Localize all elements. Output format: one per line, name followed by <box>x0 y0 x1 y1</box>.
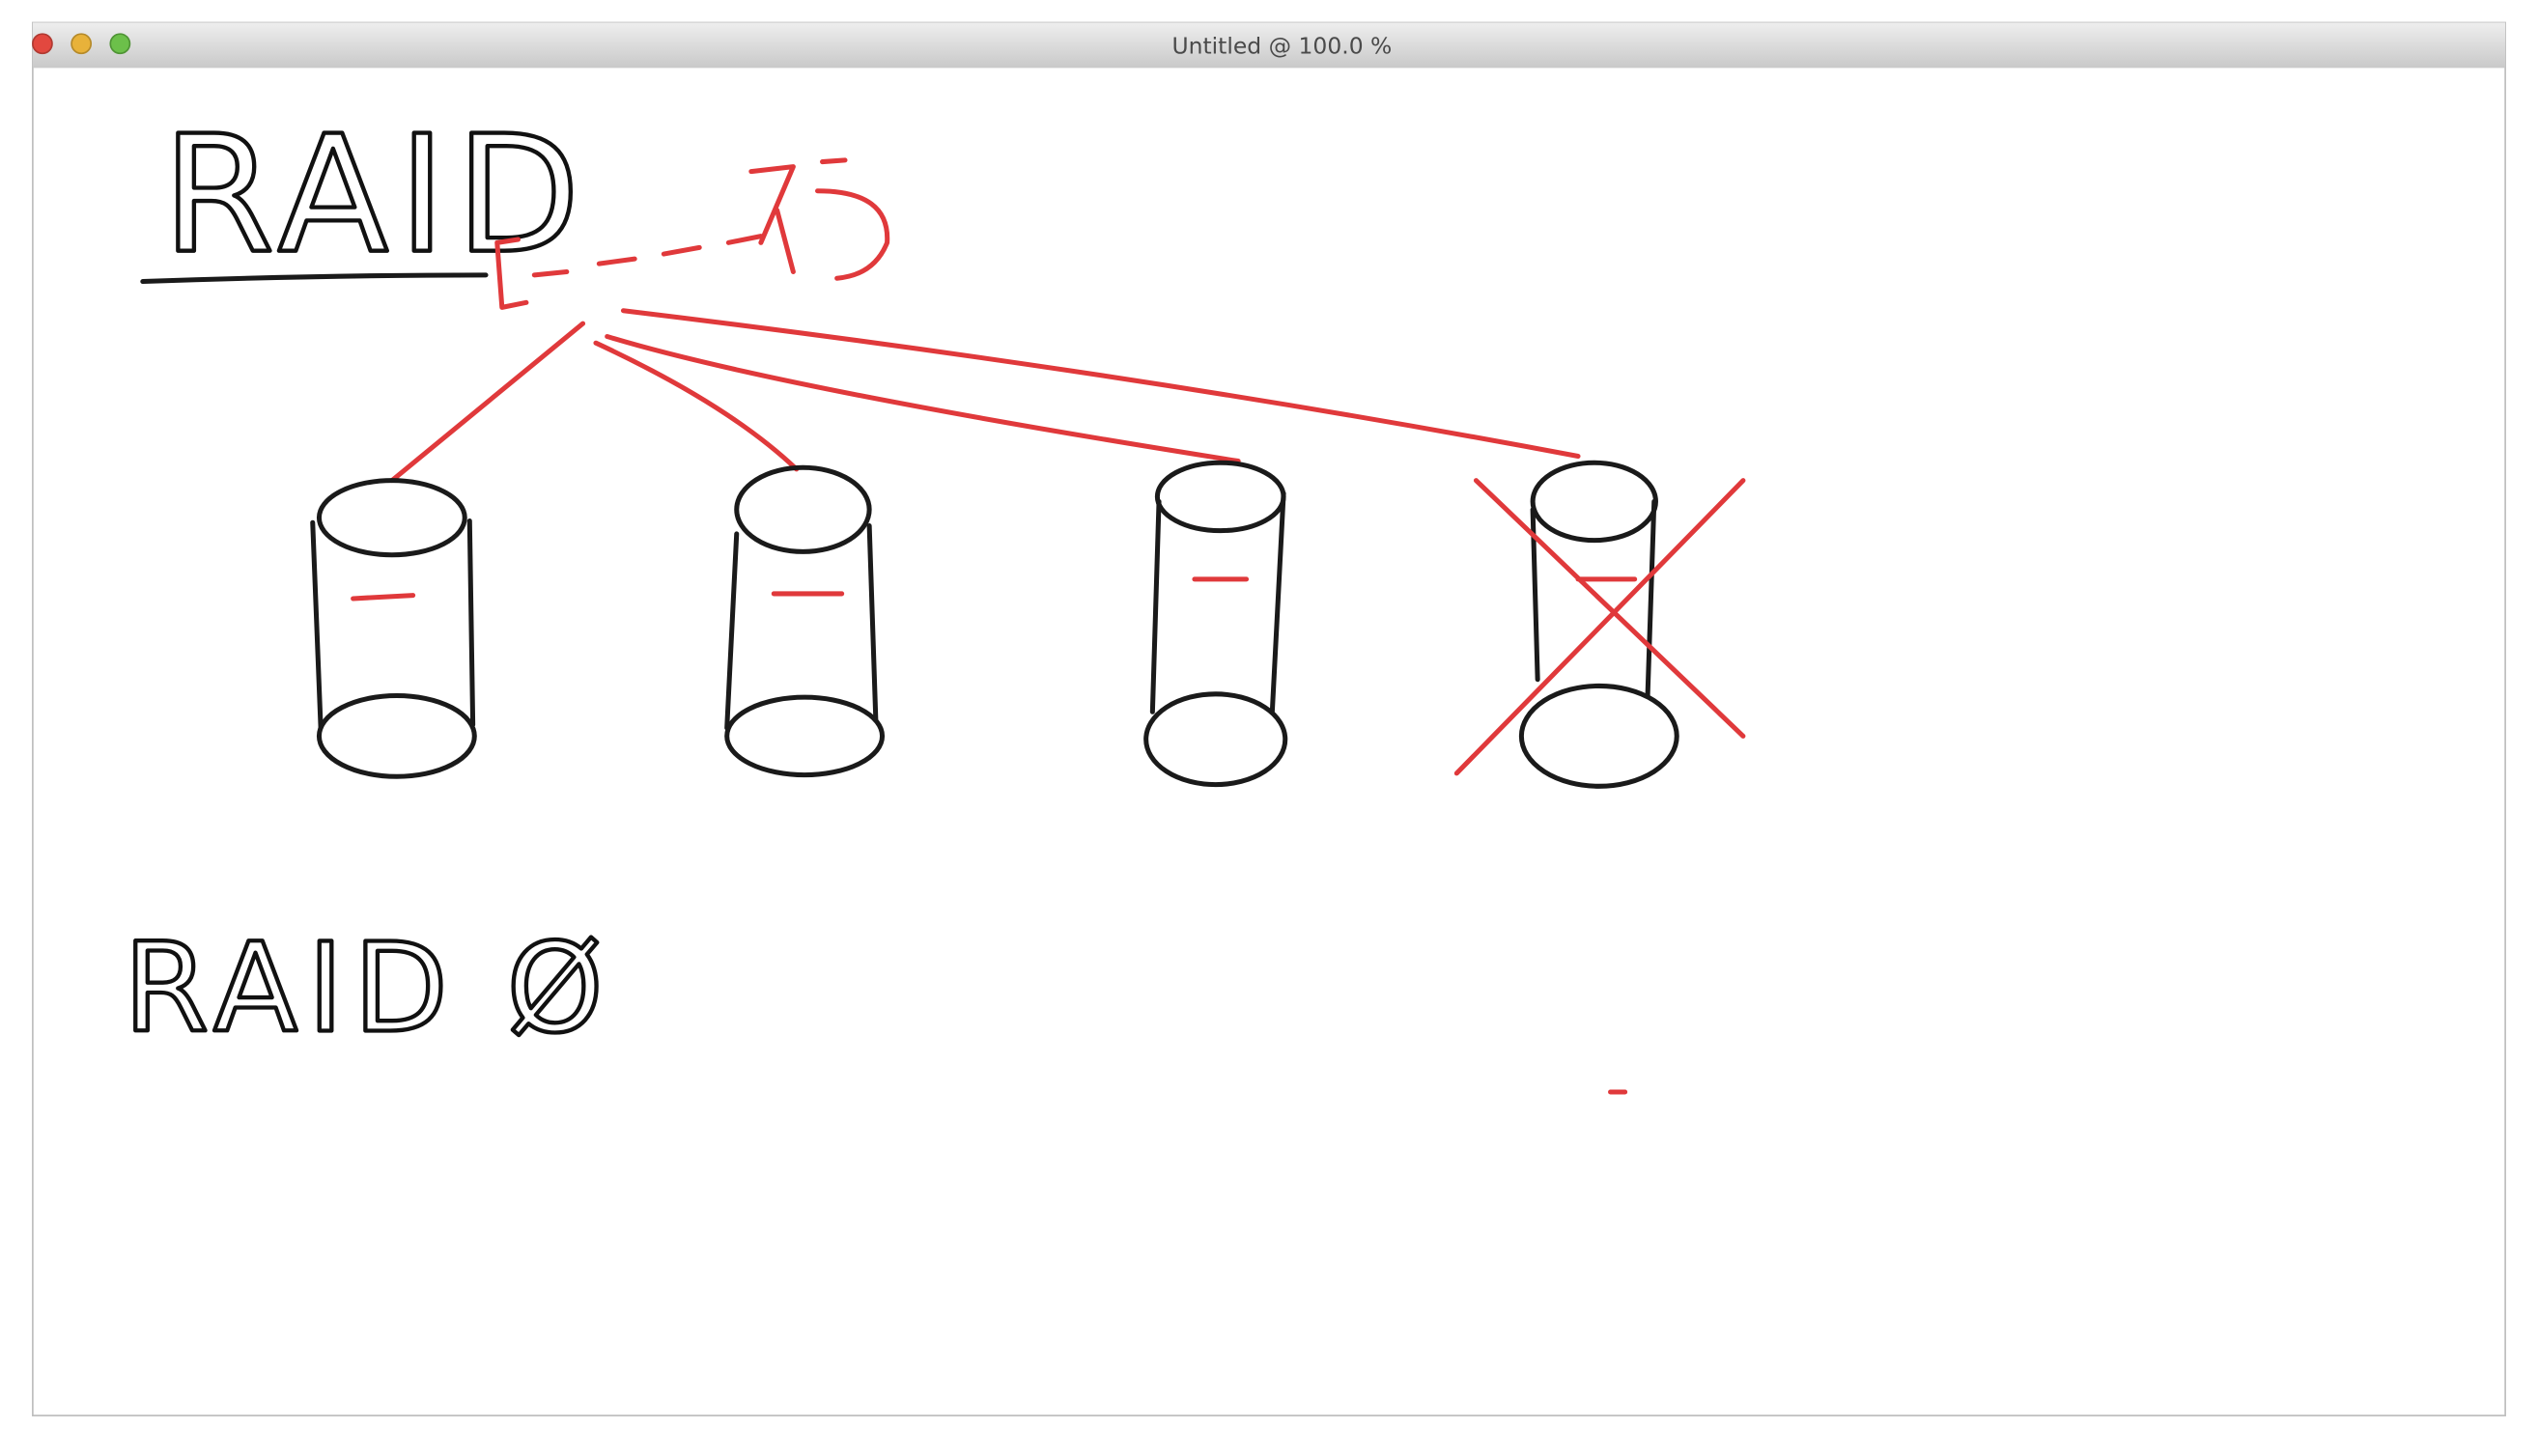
window-title: Untitled @ 100.0 % <box>1171 32 1392 59</box>
link-lines <box>389 308 1581 484</box>
drawing: RAID RAID Ø <box>122 98 1746 1095</box>
underline <box>140 272 489 285</box>
disk <box>724 464 886 778</box>
close-button[interactable] <box>32 33 53 55</box>
minimize-button[interactable] <box>70 33 93 55</box>
failed-cross <box>1453 478 1746 776</box>
bracket-annotation <box>494 157 890 310</box>
disk <box>310 478 477 779</box>
heading-handwriting: RAID <box>162 100 590 290</box>
disk <box>1143 460 1288 788</box>
title-bar <box>32 22 2506 69</box>
zoom-button[interactable] <box>109 33 131 55</box>
window <box>32 21 2506 1416</box>
subheading-handwriting: RAID Ø <box>124 917 613 1060</box>
